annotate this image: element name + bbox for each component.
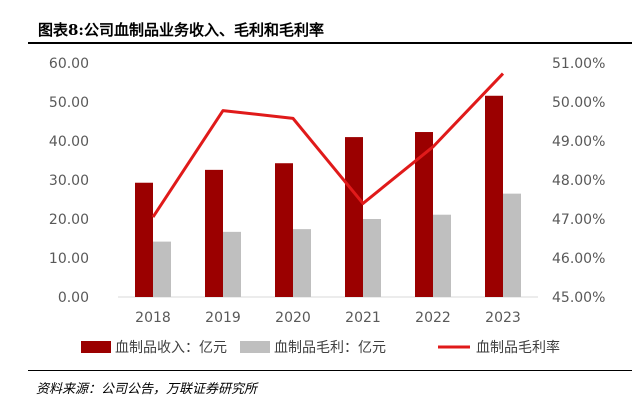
- left-axis-tick-label: 60.00: [49, 56, 89, 72]
- left-axis-tick-label: 40.00: [49, 134, 89, 150]
- chart-title: 图表8:公司血制品业务收入、毛利和毛利率: [38, 21, 324, 39]
- x-axis-tick-label: 2021: [345, 310, 381, 326]
- right-axis-tick-label: 47.00%: [552, 212, 605, 228]
- gross-profit-bar: [363, 219, 381, 297]
- margin-line: [151, 72, 505, 218]
- gross-profit-bar: [293, 229, 311, 297]
- source-note: 资料来源：公司公告，万联证券研究所: [36, 382, 258, 397]
- right-axis-tick-label: 46.00%: [552, 251, 605, 267]
- left-axis-tick-label: 30.00: [49, 173, 89, 189]
- x-axis-tick-label: 2020: [275, 310, 311, 326]
- x-axis-tick-label: 2019: [205, 310, 241, 326]
- revenue-bar: [275, 163, 293, 297]
- legend-label-revenue: 血制品收入：亿元: [115, 340, 227, 356]
- legend-label-gross-profit: 血制品毛利：亿元: [274, 340, 386, 356]
- right-axis-tick-label: 45.00%: [552, 290, 605, 306]
- x-axis-tick-label: 2022: [415, 310, 451, 326]
- legend-swatch-gross-profit: [240, 341, 270, 353]
- left-axis-tick-label: 10.00: [49, 251, 89, 267]
- revenue-bar: [415, 132, 433, 297]
- gross-profit-bar: [503, 193, 521, 297]
- x-axis-tick-label: 2018: [135, 310, 171, 326]
- right-axis-tick-label: 49.00%: [552, 134, 605, 150]
- revenue-bar: [205, 169, 223, 297]
- right-axis-tick-label: 48.00%: [552, 173, 605, 189]
- gross-profit-bar: [433, 214, 451, 297]
- revenue-bar: [485, 95, 503, 297]
- left-axis-tick-label: 50.00: [49, 95, 89, 111]
- x-axis-tick-label: 2023: [485, 310, 521, 326]
- legend-label-margin: 血制品毛利率: [476, 339, 560, 356]
- left-axis-tick-label: 20.00: [49, 212, 89, 228]
- footer-rule: [28, 370, 632, 371]
- right-axis-tick-label: 51.00%: [552, 56, 605, 72]
- revenue-bar: [345, 137, 363, 297]
- gross-profit-bar: [223, 231, 241, 297]
- left-axis-tick-label: 0.00: [58, 290, 89, 306]
- gross-profit-bar: [153, 241, 171, 297]
- legend-swatch-revenue: [81, 341, 111, 353]
- right-axis-tick-label: 50.00%: [552, 95, 605, 111]
- revenue-bar: [135, 182, 153, 297]
- title-rule: [28, 42, 632, 44]
